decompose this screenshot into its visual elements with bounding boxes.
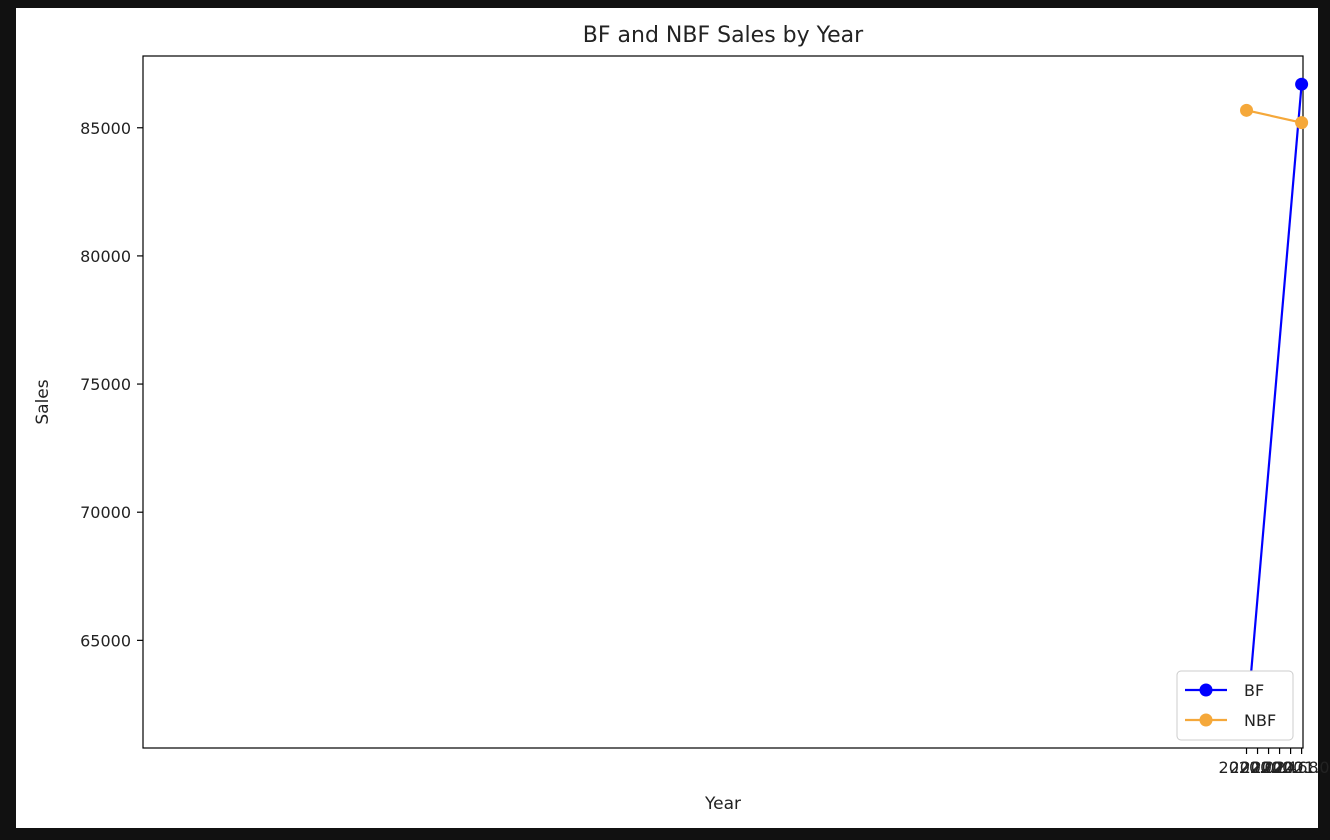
legend-label-nbf: NBF <box>1244 711 1276 730</box>
data-point-nbf <box>1240 103 1254 117</box>
legend: BF NBF <box>1176 670 1294 741</box>
plot-area-frame <box>142 55 1304 749</box>
y-axis-label: Sales <box>33 379 53 424</box>
legend-label-bf: BF <box>1244 681 1264 700</box>
x-tick-label: 2021.0 <box>1274 758 1330 777</box>
series-line-bf <box>1245 84 1303 727</box>
legend-marker-bf <box>1199 683 1213 697</box>
y-tick-label: 65000 <box>80 631 131 650</box>
series-layer <box>1240 77 1309 733</box>
data-point-bf <box>1295 77 1309 91</box>
y-axis-ticks: 65000 70000 75000 80000 85000 <box>80 119 143 650</box>
legend-marker-nbf <box>1199 713 1213 727</box>
x-tick-label: 2020.6 <box>1252 758 1308 777</box>
y-tick-label: 70000 <box>80 503 131 522</box>
x-tick-label: 2020.8 <box>1263 758 1319 777</box>
y-tick-label: 85000 <box>80 119 131 138</box>
x-axis-label: Year <box>704 794 741 814</box>
x-tick-label: 2020.4 <box>1241 758 1297 777</box>
x-tick-label: 2020.2 <box>1230 758 1286 777</box>
series-line-nbf <box>1246 109 1302 124</box>
data-point-nbf <box>1295 116 1309 130</box>
chart-title: BF and NBF Sales by Year <box>583 23 864 48</box>
y-tick-label: 75000 <box>80 375 131 394</box>
x-tick-label: 2020.0 <box>1219 758 1275 777</box>
chart-figure <box>16 8 1318 828</box>
y-tick-label: 80000 <box>80 247 131 266</box>
